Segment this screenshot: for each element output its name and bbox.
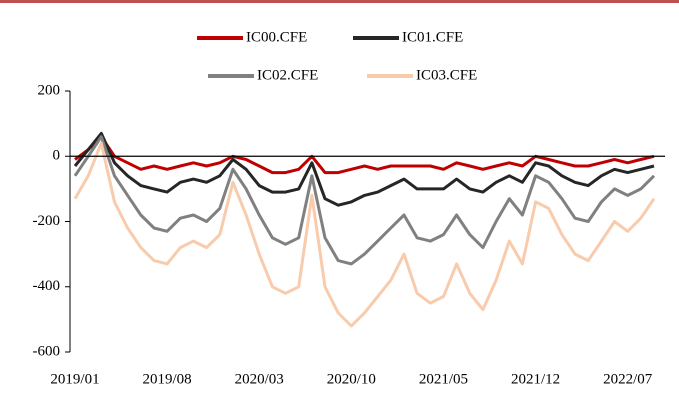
x-tick-label: 2022/07 — [603, 371, 653, 387]
x-tick-label: 2019/01 — [50, 371, 99, 387]
legend-label: IC01.CFE — [402, 29, 463, 45]
series-line — [74, 135, 655, 175]
y-tick-label: 0 — [53, 148, 61, 164]
series-line — [73, 131, 655, 207]
legend-label: IC00.CFE — [246, 29, 307, 45]
series-line — [73, 135, 656, 266]
legend-label: IC03.CFE — [416, 67, 477, 83]
y-tick-label: -200 — [33, 213, 61, 229]
x-tick-label: 2021/05 — [419, 371, 468, 387]
x-tick-label: 2021/12 — [511, 371, 560, 387]
y-tick-label: -400 — [33, 278, 61, 294]
x-tick-label: 2019/08 — [143, 371, 192, 387]
series-line — [73, 141, 656, 328]
y-tick-label: 200 — [38, 82, 61, 98]
x-tick-label: 2020/03 — [235, 371, 284, 387]
legend-label: IC02.CFE — [257, 67, 318, 83]
top-rule — [0, 0, 679, 3]
y-tick-label: -600 — [33, 343, 61, 359]
x-tick-label: 2020/10 — [327, 371, 376, 387]
